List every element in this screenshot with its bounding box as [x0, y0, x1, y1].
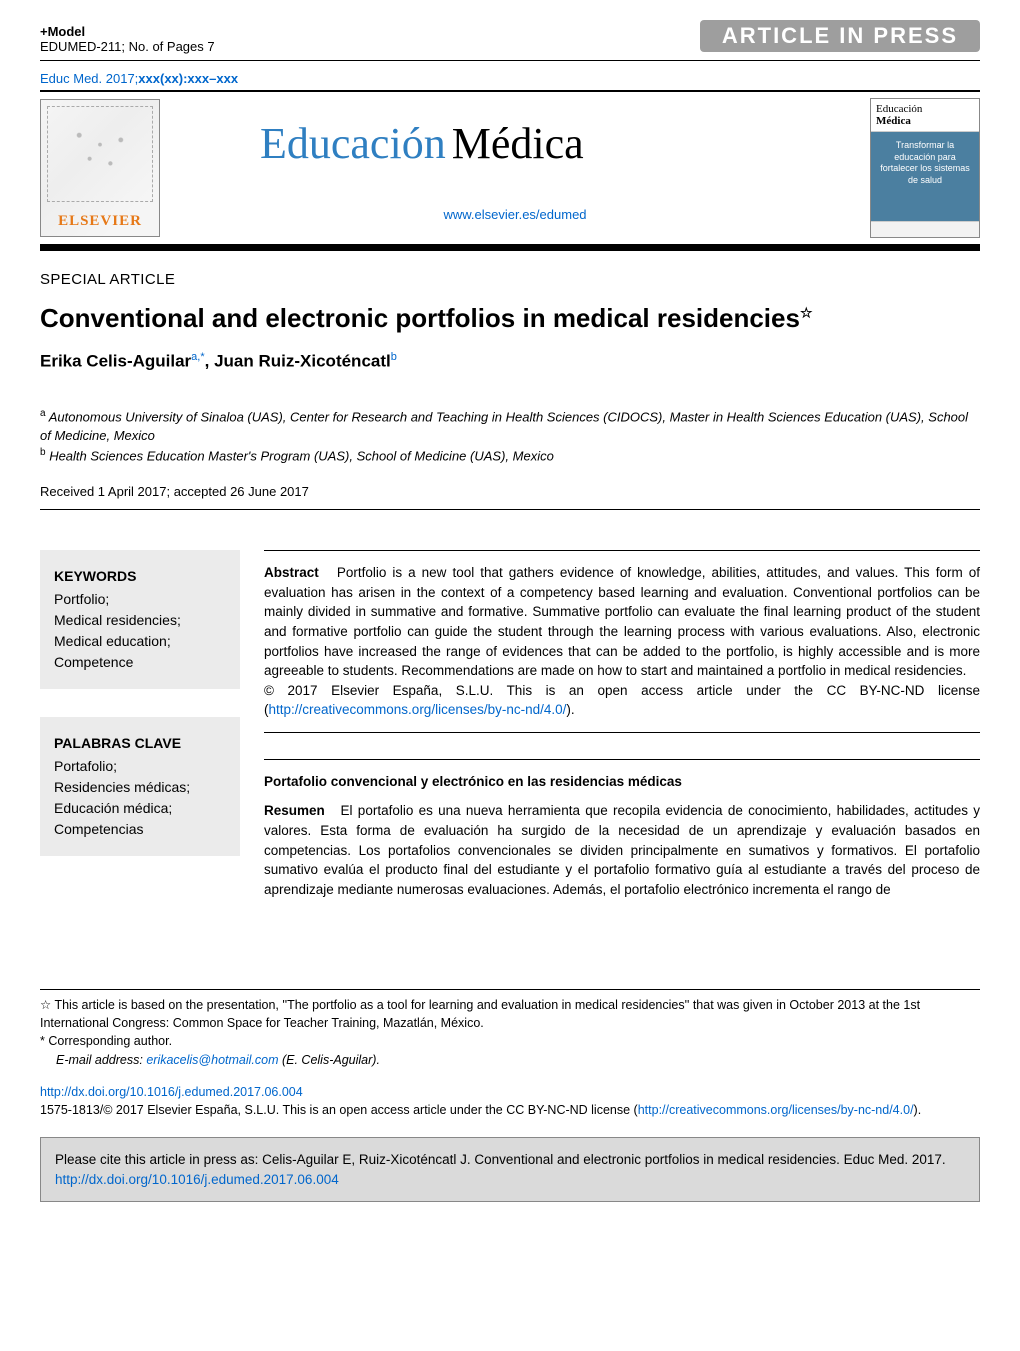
- author-1-affil-sup: a,*: [191, 351, 204, 363]
- keywords-sidebar: KEYWORDS Portfolio; Medical residencies;…: [40, 550, 240, 899]
- footnote-email: E-mail address: erikacelis@hotmail.com (…: [56, 1051, 980, 1069]
- abstract-en-label: Abstract: [264, 565, 319, 580]
- journal-url: www.elsevier.es/edumed: [178, 207, 852, 222]
- abstract-en-text: Portfolio is a new tool that gathers evi…: [264, 565, 980, 678]
- footnote-star: This article is based on the presentatio…: [40, 996, 980, 1032]
- article-title: Conventional and electronic portfolios i…: [40, 302, 980, 335]
- authors-line: Erika Celis-Aguilara,*, Juan Ruiz-Xicoté…: [40, 351, 980, 372]
- footnote-corresponding: Corresponding author.: [40, 1032, 980, 1050]
- running-citation-link[interactable]: Educ Med. 2017;xxx(xx):xxx–xxx: [40, 71, 238, 86]
- cc-license-link[interactable]: http://creativecommons.org/licenses/by-n…: [269, 702, 567, 717]
- svg-text:EducaciónMédica: EducaciónMédica: [260, 119, 584, 168]
- cover-thumb-title: Educación Médica: [871, 99, 979, 132]
- preprint-header: ARTICLE IN PRESS +Model EDUMED-211; No. …: [40, 24, 980, 54]
- divider: [264, 732, 980, 733]
- keywords-es-list: Portafolio; Residencies médicas; Educaci…: [54, 756, 226, 840]
- abstract-es: Portafolio convencional y electrónico en…: [264, 759, 980, 899]
- doi-block: http://dx.doi.org/10.1016/j.edumed.2017.…: [40, 1083, 980, 1119]
- affiliation-b: Health Sciences Education Master's Progr…: [49, 449, 554, 464]
- journal-masthead: ELSEVIER EducaciónMédica www.elsevier.es…: [40, 90, 980, 251]
- corresponding-email-link[interactable]: erikacelis@hotmail.com: [146, 1053, 278, 1067]
- journal-title-block: EducaciónMédica www.elsevier.es/edumed: [178, 114, 852, 222]
- cc-license-link-2[interactable]: http://creativecommons.org/licenses/by-n…: [638, 1103, 914, 1117]
- issn-copyright-text: 1575-1813/© 2017 Elsevier España, S.L.U.…: [40, 1103, 638, 1117]
- abstract-es-subtitle: Portafolio convencional y electrónico en…: [264, 772, 980, 792]
- author-separator: ,: [205, 351, 214, 370]
- citation-suffix: xxx(xx):xxx–xxx: [138, 71, 238, 86]
- abstract-es-label: Resumen: [264, 803, 325, 818]
- footnotes: This article is based on the presentatio…: [40, 989, 980, 1069]
- cover-thumb-body: Transformar la educación para fortalecer…: [871, 132, 979, 221]
- journal-title-svg: EducaciónMédica: [255, 114, 775, 174]
- article-dates: Received 1 April 2017; accepted 26 June …: [40, 484, 980, 499]
- keywords-en-list: Portfolio; Medical residencies; Medical …: [54, 589, 226, 673]
- journal-cover-thumbnail: Educación Médica Transformar la educació…: [870, 98, 980, 238]
- author-2: Juan Ruiz-Xicoténcatl: [214, 351, 391, 370]
- divider: [40, 509, 980, 510]
- please-cite-box: Please cite this article in press as: Ce…: [40, 1137, 980, 1202]
- keywords-es-box: PALABRAS CLAVE Portafolio; Residencies m…: [40, 717, 240, 856]
- journal-url-link[interactable]: www.elsevier.es/edumed: [443, 207, 586, 222]
- affiliations: a Autonomous University of Sinaloa (UAS)…: [40, 407, 980, 466]
- cover-thumb-footer: [871, 221, 979, 237]
- running-citation: Educ Med. 2017;xxx(xx):xxx–xxx: [40, 71, 980, 86]
- title-footnote-star: ☆: [800, 304, 813, 320]
- keywords-es-title: PALABRAS CLAVE: [54, 733, 226, 754]
- keywords-en-box: KEYWORDS Portfolio; Medical residencies;…: [40, 550, 240, 689]
- cite-box-text: Please cite this article in press as: Ce…: [55, 1152, 946, 1167]
- article-title-text: Conventional and electronic portfolios i…: [40, 303, 800, 333]
- divider: [40, 60, 980, 61]
- author-1: Erika Celis-Aguilar: [40, 351, 191, 370]
- email-attribution: (E. Celis-Aguilar).: [282, 1053, 380, 1067]
- article-in-press-badge: ARTICLE IN PRESS: [700, 20, 980, 52]
- affiliation-a: Autonomous University of Sinaloa (UAS), …: [40, 409, 968, 443]
- journal-title-part1: Educación: [260, 119, 446, 168]
- elsevier-tree-icon: [47, 106, 153, 202]
- abstracts-column: Abstract Portfolio is a new tool that ga…: [264, 550, 980, 899]
- abstract-region: KEYWORDS Portfolio; Medical residencies;…: [40, 550, 980, 899]
- author-2-affil-sup: b: [391, 351, 397, 363]
- journal-title-part2: Médica: [452, 119, 584, 168]
- email-label: E-mail address:: [56, 1053, 143, 1067]
- section-label: SPECIAL ARTICLE: [40, 271, 980, 288]
- abstract-es-text: El portafolio es una nueva herramienta q…: [264, 803, 980, 896]
- doi-link[interactable]: http://dx.doi.org/10.1016/j.edumed.2017.…: [40, 1085, 303, 1099]
- abstract-en: Abstract Portfolio is a new tool that ga…: [264, 550, 980, 733]
- cite-box-doi-link[interactable]: http://dx.doi.org/10.1016/j.edumed.2017.…: [55, 1172, 339, 1187]
- issn-copyright-close: ).: [914, 1103, 922, 1117]
- elsevier-logo: ELSEVIER: [40, 99, 160, 237]
- abstract-en-copyright-close: ).: [566, 702, 574, 717]
- elsevier-brand-text: ELSEVIER: [58, 213, 142, 236]
- citation-prefix: Educ Med. 2017;: [40, 71, 138, 86]
- keywords-en-title: KEYWORDS: [54, 566, 226, 587]
